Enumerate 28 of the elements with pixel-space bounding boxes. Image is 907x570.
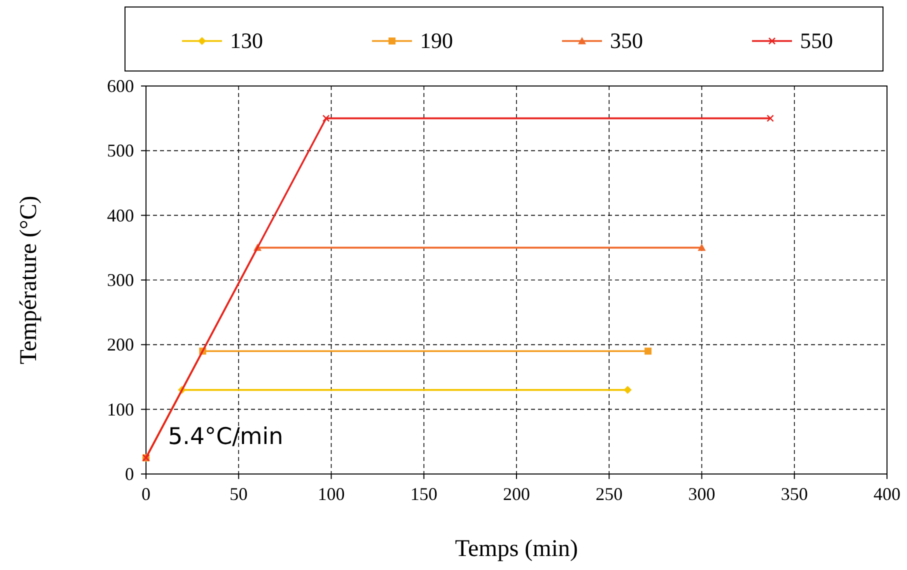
x-axis-title: Temps (min) [455, 536, 578, 562]
x-tick-label: 100 [318, 484, 345, 504]
y-axis-title: Température (°C) [16, 196, 42, 364]
y-tick-label: 300 [107, 270, 134, 290]
point [624, 386, 632, 394]
y-tick-label: 500 [107, 140, 134, 161]
point [698, 244, 706, 251]
point [322, 114, 330, 122]
legend-label: 190 [420, 28, 453, 53]
x-tick-label: 150 [410, 484, 438, 504]
point [644, 348, 652, 355]
y-tick-label: 400 [107, 205, 134, 226]
x-tick-label: 400 [874, 484, 900, 504]
x-tick-label: 50 [230, 484, 248, 504]
x-tick-label: 350 [780, 484, 808, 504]
x-tick-label: 0 [142, 484, 150, 504]
legend-label: 550 [800, 28, 833, 53]
x-tick-label: 250 [596, 484, 623, 504]
legend-label: 350 [610, 28, 643, 53]
x-tick-label: 200 [503, 484, 530, 504]
y-tick-label: 100 [107, 399, 134, 420]
y-tick-label: 200 [107, 334, 134, 355]
x-tick-label: 300 [688, 484, 716, 504]
point [766, 114, 774, 122]
y-tick-label: 600 [107, 76, 134, 96]
legend-label: 130 [230, 28, 263, 53]
annotation: 5.4°C/min [168, 424, 284, 450]
y-tick-label: 0 [125, 464, 134, 484]
